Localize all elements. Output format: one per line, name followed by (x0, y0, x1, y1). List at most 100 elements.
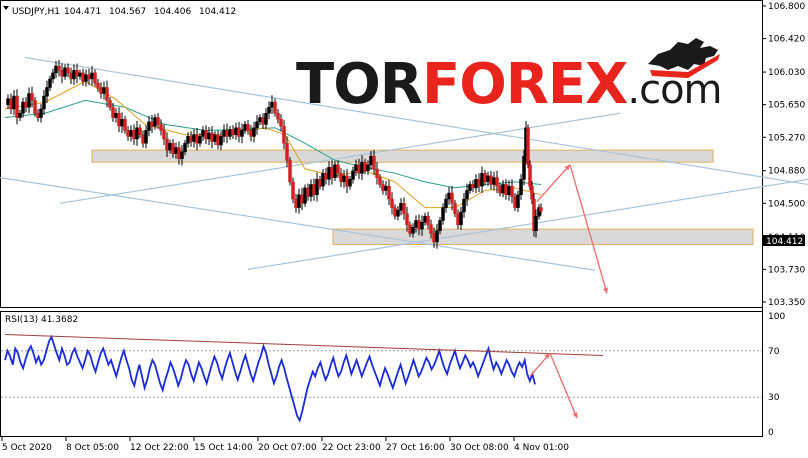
candle (189, 136, 193, 142)
trend-line (247, 178, 808, 270)
candle (519, 179, 523, 196)
candle (456, 213, 460, 226)
candle (528, 164, 532, 187)
candle (198, 136, 202, 144)
candle (324, 173, 328, 180)
candle (153, 117, 157, 127)
candle (276, 112, 280, 120)
candle (402, 203, 406, 214)
candle (90, 72, 94, 80)
candle (156, 117, 160, 125)
rsi-forecast-arrow-head (544, 353, 550, 359)
forecast-arrow-head (602, 287, 609, 294)
price-tick-label: 106.800 (768, 2, 805, 12)
candle (75, 70, 79, 77)
candle (526, 127, 530, 165)
candle (207, 132, 211, 140)
candle (258, 117, 262, 123)
candle (381, 184, 385, 191)
candle (69, 72, 73, 80)
time-tick-label: 22 Oct 23:00 (322, 443, 381, 453)
candle (539, 207, 543, 212)
candle (435, 230, 439, 243)
candle (282, 125, 286, 144)
logo-part-forex: FOREX (422, 52, 628, 117)
candle (177, 147, 181, 159)
candle (120, 119, 124, 127)
candle (516, 194, 520, 208)
price-tick-label: 103.350 (768, 298, 805, 308)
candle (300, 194, 304, 204)
rsi-panel (0, 311, 763, 437)
candle (246, 124, 250, 131)
close-value: 104.412 (199, 7, 236, 17)
candle (474, 179, 478, 189)
rsi-tick-label: 30 (768, 393, 780, 403)
time-tick-label: 20 Oct 07:00 (258, 443, 317, 453)
trend-line (0, 177, 596, 271)
candle (141, 134, 145, 144)
candle (132, 130, 136, 140)
candle (30, 93, 34, 101)
candle (534, 215, 538, 232)
candle (102, 87, 106, 94)
candle (12, 95, 16, 110)
candle (486, 175, 490, 183)
candle (117, 112, 121, 127)
candle (285, 143, 289, 161)
candle (39, 108, 43, 118)
candle (54, 65, 58, 74)
candle (318, 179, 322, 187)
candle (369, 155, 373, 165)
candle (168, 143, 172, 151)
candle (6, 98, 10, 105)
candle (303, 187, 307, 204)
candle (51, 72, 55, 80)
logo-part-tor: TOR (296, 52, 422, 117)
candle (420, 221, 424, 230)
candle (267, 106, 271, 114)
candle (357, 164, 361, 174)
candle (483, 173, 487, 183)
rsi-trend-line (4, 334, 604, 356)
price-tick-label: 103.730 (768, 265, 805, 275)
candle (423, 215, 427, 223)
candle (234, 127, 238, 135)
candle (264, 112, 268, 125)
candle (330, 167, 334, 178)
dropdown-triangle-icon[interactable] (3, 6, 9, 10)
candle (183, 143, 187, 153)
candle (390, 198, 394, 208)
candle (252, 127, 256, 137)
rsi-line (4, 334, 536, 423)
candle (114, 112, 118, 118)
forecast-arrow (569, 164, 608, 294)
candle (288, 160, 292, 183)
candle (138, 127, 142, 135)
candle (321, 173, 325, 187)
watermark-logo: TORFOREX.com (296, 38, 723, 117)
candle (438, 220, 442, 232)
time-tick-label: 5 Oct 2020 (2, 443, 52, 453)
candle (60, 70, 64, 77)
candle (99, 87, 103, 94)
candle (144, 130, 148, 144)
candle (378, 177, 382, 185)
rsi-forecast-arrow-head (572, 412, 578, 419)
candle (447, 192, 451, 200)
candle (9, 98, 13, 110)
candle (213, 134, 217, 142)
candle (513, 196, 517, 208)
fast-moving-average (4, 80, 542, 209)
candle (336, 164, 340, 174)
current-price-tag: 104.412 (763, 235, 805, 247)
candle (225, 130, 229, 137)
candle (411, 227, 415, 234)
candle (36, 112, 40, 118)
candle (471, 184, 475, 189)
candle (345, 175, 349, 187)
candle (255, 121, 259, 129)
trend-line (24, 56, 808, 186)
candle (240, 130, 244, 137)
candle (210, 132, 214, 142)
